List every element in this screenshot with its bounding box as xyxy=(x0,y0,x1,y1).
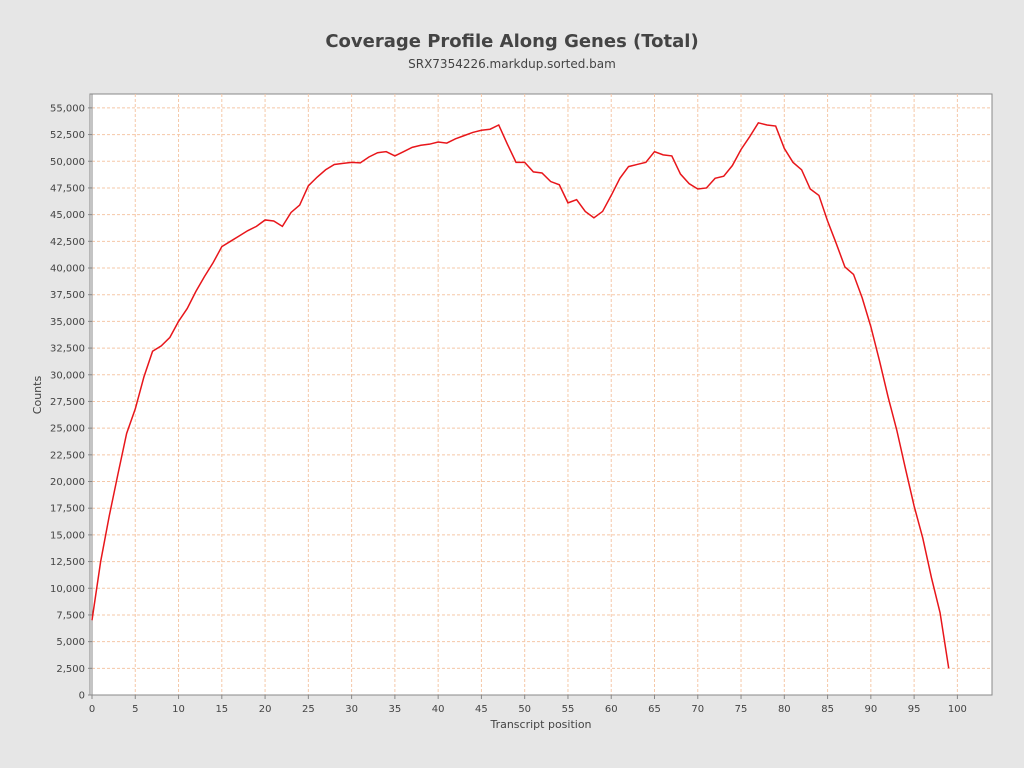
x-axis-ticks: 0 5 10 15 20 25 30 35 40 45 50 55 60 65 70 75 80 85 90 95 10… xyxy=(89,695,967,715)
x-tick-label: 70 xyxy=(691,704,704,715)
x-tick-label: 55 xyxy=(562,704,575,715)
coverage-series-line xyxy=(91,121,950,669)
x-tick-label: 15 xyxy=(215,704,228,715)
y-axis-ticks: 0 2,500 5,000 7,500 10,000 12,500 15,000 17,500… xyxy=(50,103,92,702)
y-tick-label: 27,500 xyxy=(50,397,85,408)
y-tick-label: 50,000 xyxy=(50,157,85,168)
x-tick-label: 60 xyxy=(605,704,618,715)
y-tick-label: 42,500 xyxy=(50,237,85,248)
y-axis-label: Counts xyxy=(31,376,44,415)
x-tick-label: 5 xyxy=(132,704,138,715)
y-tick-label: 22,500 xyxy=(50,450,85,461)
x-axis-label: Transcript position xyxy=(489,718,591,731)
y-tick-label: 12,500 xyxy=(50,557,85,568)
x-tick-label: 35 xyxy=(389,704,402,715)
x-tick-label: 80 xyxy=(778,704,791,715)
x-tick-label: 100 xyxy=(948,704,967,715)
y-tick-label: 37,500 xyxy=(50,290,85,301)
y-tick-label: 7,500 xyxy=(56,610,85,621)
x-tick-label: 0 xyxy=(89,704,95,715)
y-tick-label: 2,500 xyxy=(56,664,85,675)
y-tick-label: 20,000 xyxy=(50,477,85,488)
x-tick-label: 50 xyxy=(518,704,531,715)
x-tick-label: 40 xyxy=(432,704,445,715)
y-tick-label: 47,500 xyxy=(50,183,85,194)
y-tick-label: 0 xyxy=(79,691,85,702)
y-tick-label: 45,000 xyxy=(50,210,85,221)
y-tick-label: 55,000 xyxy=(50,103,85,114)
y-tick-label: 30,000 xyxy=(50,370,85,381)
x-tick-label: 45 xyxy=(475,704,488,715)
y-tick-label: 40,000 xyxy=(50,264,85,275)
y-tick-label: 10,000 xyxy=(50,584,85,595)
x-tick-label: 75 xyxy=(735,704,748,715)
axes xyxy=(90,94,992,696)
y-tick-label: 35,000 xyxy=(50,317,85,328)
x-tick-label: 85 xyxy=(821,704,834,715)
chart-subtitle: SRX7354226.markdup.sorted.bam xyxy=(408,57,616,71)
x-tick-label: 25 xyxy=(302,704,315,715)
y-tick-label: 5,000 xyxy=(56,637,85,648)
x-tick-label: 30 xyxy=(345,704,358,715)
y-tick-label: 52,500 xyxy=(50,130,85,141)
x-tick-label: 20 xyxy=(259,704,272,715)
y-tick-label: 15,000 xyxy=(50,530,85,541)
y-tick-label: 17,500 xyxy=(50,504,85,515)
x-tick-label: 10 xyxy=(172,704,185,715)
x-tick-label: 65 xyxy=(648,704,661,715)
x-tick-label: 95 xyxy=(908,704,921,715)
plot-area xyxy=(89,93,993,696)
x-tick-label: 90 xyxy=(864,704,877,715)
y-tick-label: 32,500 xyxy=(50,344,85,355)
y-tick-label: 25,000 xyxy=(50,424,85,435)
chart-title: Coverage Profile Along Genes (Total) xyxy=(325,31,699,52)
